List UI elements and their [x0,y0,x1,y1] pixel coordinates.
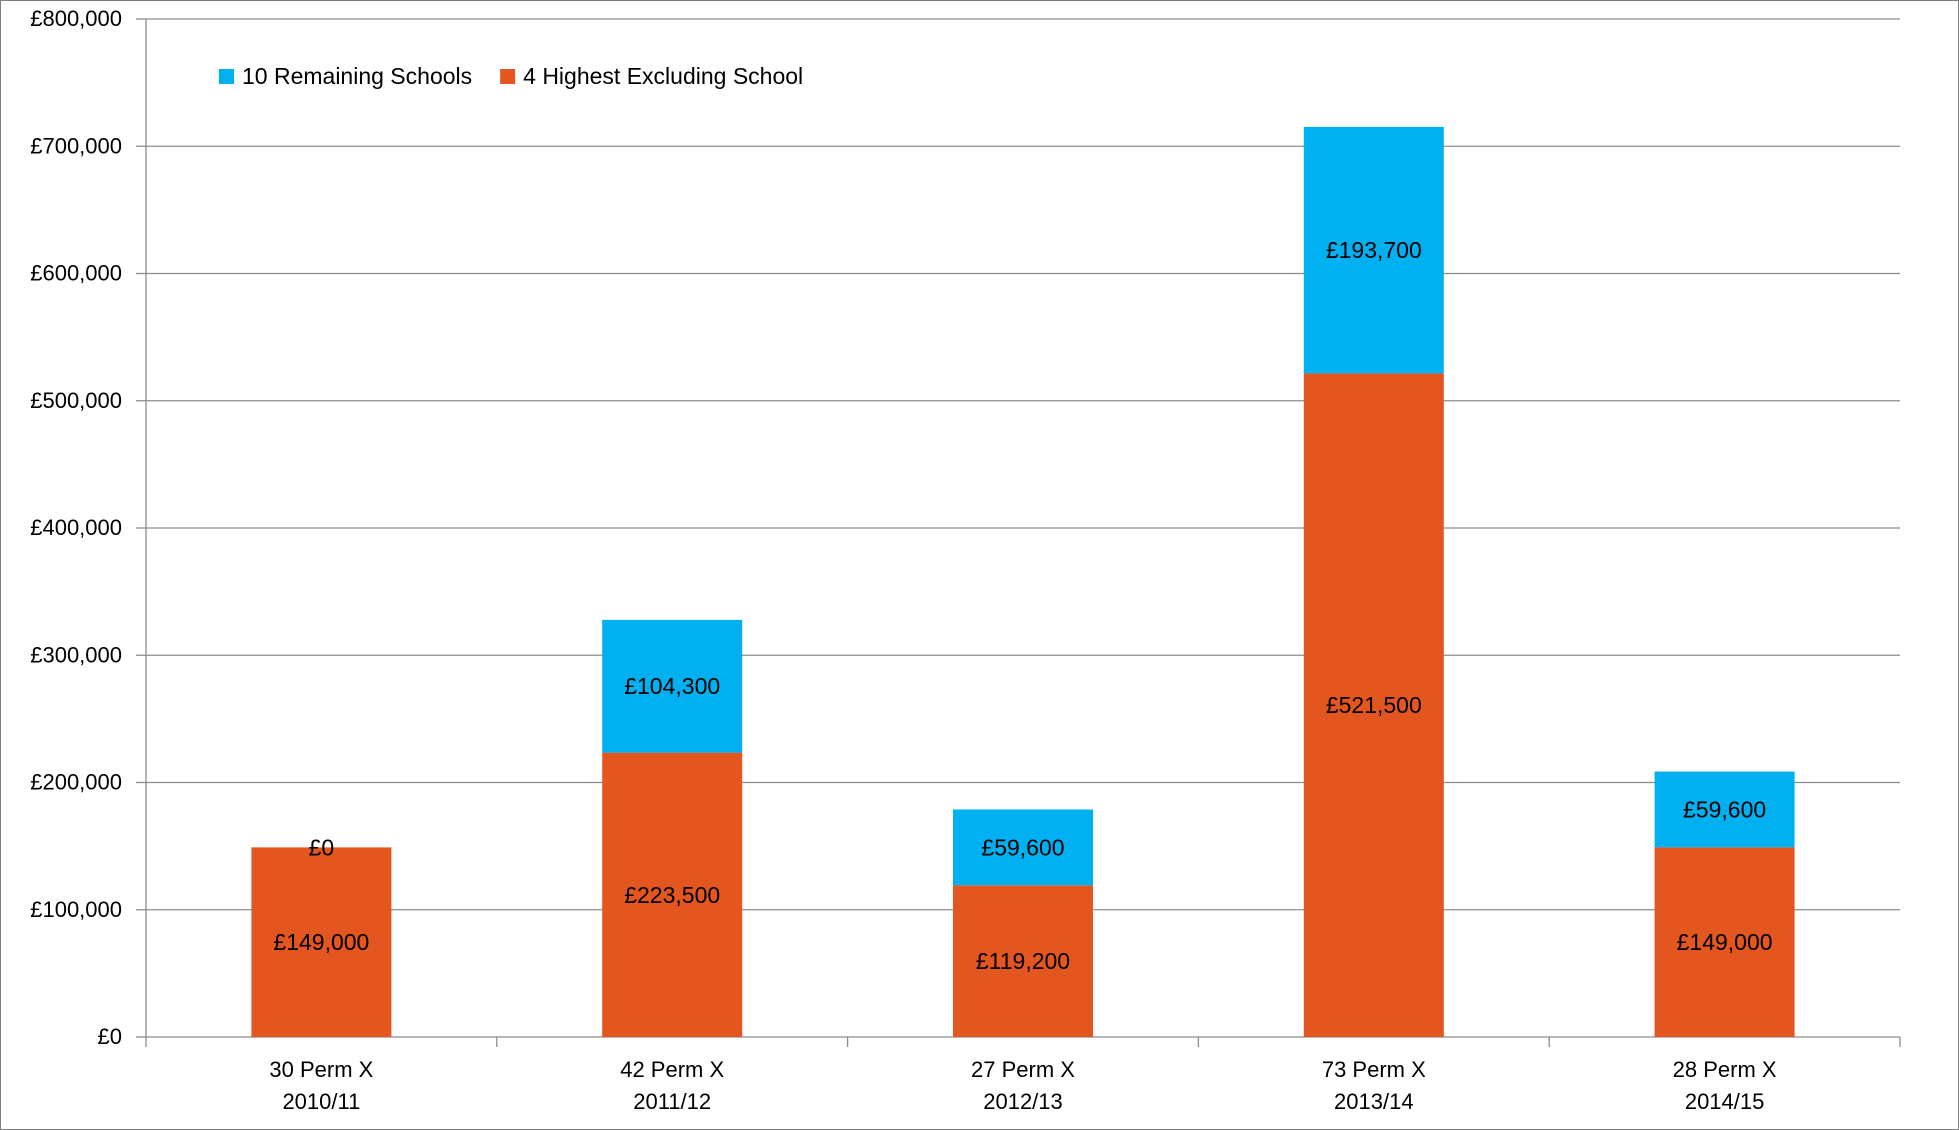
data-labels: £149,000 £0 £223,500 £104,300 £119,200 £59,60… [273,237,1772,974]
bar-highest-excluding [1303,373,1444,1037]
axes: £0 £100,000 £200,000 £300,000 £400,000 £500,0… [30,6,1901,1114]
data-label: £119,200 [976,948,1070,974]
x-category-year-label: 2013/14 [1334,1089,1414,1114]
data-label: £223,500 [624,882,720,908]
bar-remaining-schools [1654,771,1795,848]
bar-remaining-schools [953,809,1093,886]
x-category-year-label: 2010/11 [282,1089,360,1114]
y-tick-label: £0 [98,1024,122,1049]
legend-swatch [219,69,234,84]
data-label: £0 [309,834,335,860]
bar-remaining-schools [602,619,743,753]
data-label: £59,600 [1683,796,1766,822]
data-label: £104,300 [624,673,720,699]
x-category-year-label: 2012/13 [983,1089,1063,1114]
data-label: £193,700 [1326,237,1422,263]
x-category-label: 42 Perm X [620,1057,724,1082]
data-label: £149,000 [273,929,369,955]
data-label: £521,500 [1326,692,1422,718]
y-tick-label: £200,000 [30,770,122,795]
x-category-label: 27 Perm X [971,1057,1075,1082]
data-label: £59,600 [981,834,1064,860]
gridlines [146,18,1900,911]
bar-remaining-schools [1303,126,1444,374]
y-tick-label: £100,000 [30,897,122,922]
x-category-label: 30 Perm X [269,1057,373,1082]
x-category-label: 73 Perm X [1322,1057,1426,1082]
bar-highest-excluding [953,885,1093,1037]
data-label: £149,000 [1677,929,1773,955]
legend: 10 Remaining Schools 4 Highest Excluding … [219,63,803,89]
legend-swatch [500,69,516,84]
y-tick-label: £700,000 [30,133,122,158]
legend-label: 10 Remaining Schools [242,63,472,89]
bar-highest-excluding [602,752,743,1037]
bars [251,126,1795,1037]
y-tick-label: £800,000 [30,6,122,31]
legend-label: 4 Highest Excluding School [523,63,803,89]
y-tick-label: £300,000 [30,642,122,667]
bar-highest-excluding [251,847,392,1037]
bar-highest-excluding [1654,847,1795,1037]
x-category-year-label: 2014/15 [1685,1089,1765,1114]
y-tick-label: £400,000 [30,515,122,540]
y-tick-label: £600,000 [30,261,122,286]
y-tick-label: £500,000 [30,388,122,413]
x-category-label: 28 Perm X [1673,1057,1777,1082]
x-category-year-label: 2011/12 [633,1089,711,1114]
